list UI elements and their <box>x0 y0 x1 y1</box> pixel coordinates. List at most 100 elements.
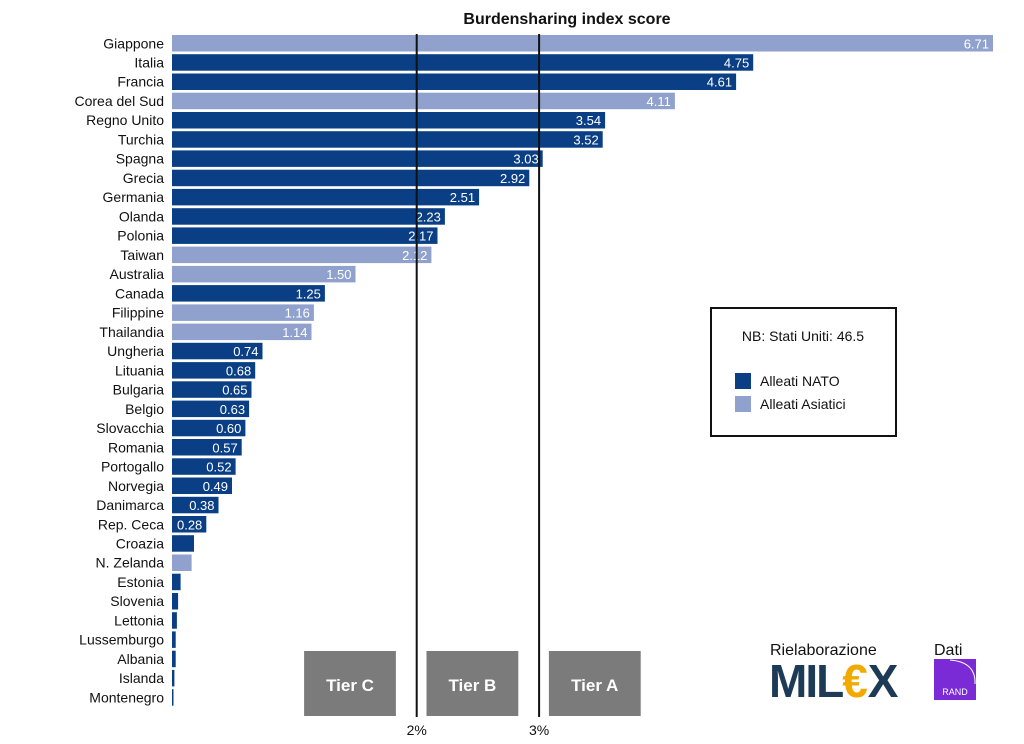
chart-title: Burdensharing index score <box>463 11 670 28</box>
category-label-germania: Germania <box>103 189 165 205</box>
dati-label: Dati <box>934 642 962 659</box>
rand-logo: Dati RAND <box>934 642 976 700</box>
category-label-spagna: Spagna <box>116 151 164 167</box>
value-label-rep-ceca: 0.28 <box>177 517 202 532</box>
bar-corea-del-sud <box>172 92 675 110</box>
value-label-thailandia: 1.14 <box>282 325 307 340</box>
bar-grecia <box>172 169 530 187</box>
legend-frame <box>710 307 897 437</box>
tier-label-tier-a: Tier A <box>571 676 618 695</box>
bar-bulgaria <box>172 381 252 398</box>
bar-norvegia <box>172 477 232 494</box>
value-label-romania: 0.57 <box>212 440 237 455</box>
reference-label-3pct: 3% <box>529 722 549 738</box>
rielaborazione-label: Rielaborazione <box>770 642 877 659</box>
value-label-australia: 1.50 <box>326 267 351 282</box>
legend-label-asian: Alleati Asiatici <box>760 396 846 412</box>
value-label-germania: 2.51 <box>450 190 475 205</box>
value-label-giappone: 6.71 <box>964 36 989 51</box>
category-label-italia: Italia <box>134 55 164 71</box>
bar-filippine <box>172 304 314 321</box>
bar-ungheria <box>172 342 263 360</box>
value-label-danimarca: 0.38 <box>189 498 214 513</box>
milex-wordmark-right: X <box>868 655 899 707</box>
bar-spagna <box>172 150 543 167</box>
bar-olanda <box>172 208 445 225</box>
bar-belgio <box>172 400 250 418</box>
bar-islanda <box>172 669 175 687</box>
category-label-danimarca: Danimarca <box>96 497 164 513</box>
category-label-polonia: Polonia <box>117 228 164 244</box>
value-label-taiwan: 2.12 <box>402 248 427 263</box>
category-label-lituania: Lituania <box>115 362 164 378</box>
milex-wordmark-euro: € <box>842 655 868 707</box>
value-label-italia: 4.75 <box>724 56 749 71</box>
tier-box-tier-c <box>304 651 396 716</box>
bar-polonia <box>172 227 438 244</box>
tier-box-tier-a <box>548 651 641 716</box>
category-label-olanda: Olanda <box>119 208 164 224</box>
labels-layer: Giappone 6.71 Italia 4.75 Francia 4.61 Corea d… <box>74 35 989 705</box>
category-label-turchia: Turchia <box>118 131 164 147</box>
bar-germania <box>172 188 480 206</box>
bar-turchia <box>172 131 603 148</box>
rand-label: RAND <box>942 687 968 697</box>
bar-lussemburgo <box>172 631 176 648</box>
value-label-ungheria: 0.74 <box>233 344 258 359</box>
bar-albania <box>172 650 176 668</box>
legend-swatch-asian <box>735 396 751 412</box>
category-label-giappone: Giappone <box>103 35 164 51</box>
value-label-regno-unito: 3.54 <box>576 113 601 128</box>
bar-slovacchia <box>172 419 246 437</box>
value-label-filippine: 1.16 <box>285 306 310 321</box>
bar-italia <box>172 54 754 71</box>
bar-canada <box>172 285 325 302</box>
value-label-turchia: 3.52 <box>573 132 598 147</box>
bar-croazia <box>172 535 194 552</box>
value-label-canada: 1.25 <box>296 286 321 301</box>
bar-lettonia <box>172 612 177 629</box>
category-label-norvegia: Norvegia <box>108 478 164 494</box>
category-label-filippine: Filippine <box>112 305 164 321</box>
value-label-corea-del-sud: 4.11 <box>647 94 671 109</box>
bar-rep-ceca <box>172 516 207 533</box>
category-label-lettonia: Lettonia <box>114 612 164 628</box>
value-label-bulgaria: 0.65 <box>222 383 247 398</box>
bar-australia <box>172 265 356 283</box>
category-label-francia: Francia <box>117 74 164 90</box>
reference-label-2pct: 2% <box>407 722 427 738</box>
category-label-albania: Albania <box>117 651 164 667</box>
category-label-rep-ceca: Rep. Ceca <box>98 516 164 532</box>
category-label-grecia: Grecia <box>123 170 164 186</box>
rand-arc-icon <box>949 659 976 685</box>
category-label-n-zelanda: N. Zelanda <box>96 555 165 571</box>
category-label-ungheria: Ungheria <box>107 343 164 359</box>
bar-taiwan <box>172 246 432 264</box>
bar-n-zelanda <box>172 554 192 571</box>
tier-label-tier-c: Tier C <box>326 676 374 695</box>
value-label-portogallo: 0.52 <box>206 460 231 475</box>
bar-romania <box>172 439 242 456</box>
tiers-layer: Tier C Tier B Tier A <box>304 651 641 716</box>
reference-lines-layer: 2% 3% <box>407 34 549 738</box>
value-label-lituania: 0.68 <box>226 363 251 378</box>
category-label-belgio: Belgio <box>125 401 164 417</box>
bar-lituania <box>172 362 256 379</box>
category-label-lussemburgo: Lussemburgo <box>79 632 164 648</box>
milex-logo: Rielaborazione MIL€X <box>769 642 901 707</box>
value-label-spagna: 3.03 <box>513 152 538 167</box>
rand-badge <box>934 659 976 700</box>
category-label-thailandia: Thailandia <box>99 324 164 340</box>
milex-wordmark-left: MIL <box>769 655 843 707</box>
category-label-slovenia: Slovenia <box>110 593 164 609</box>
category-label-islanda: Islanda <box>119 670 164 686</box>
category-label-croazia: Croazia <box>116 536 164 552</box>
legend-note: NB: Stati Uniti: 46.5 <box>742 328 864 344</box>
category-label-slovacchia: Slovacchia <box>96 420 164 436</box>
legend-box: NB: Stati Uniti: 46.5 Alleati NATO Allea… <box>710 307 897 437</box>
bar-francia <box>172 73 737 90</box>
bar-thailandia <box>172 323 312 341</box>
bar-estonia <box>172 573 181 591</box>
category-label-estonia: Estonia <box>117 574 164 590</box>
value-label-grecia: 2.92 <box>500 171 525 186</box>
